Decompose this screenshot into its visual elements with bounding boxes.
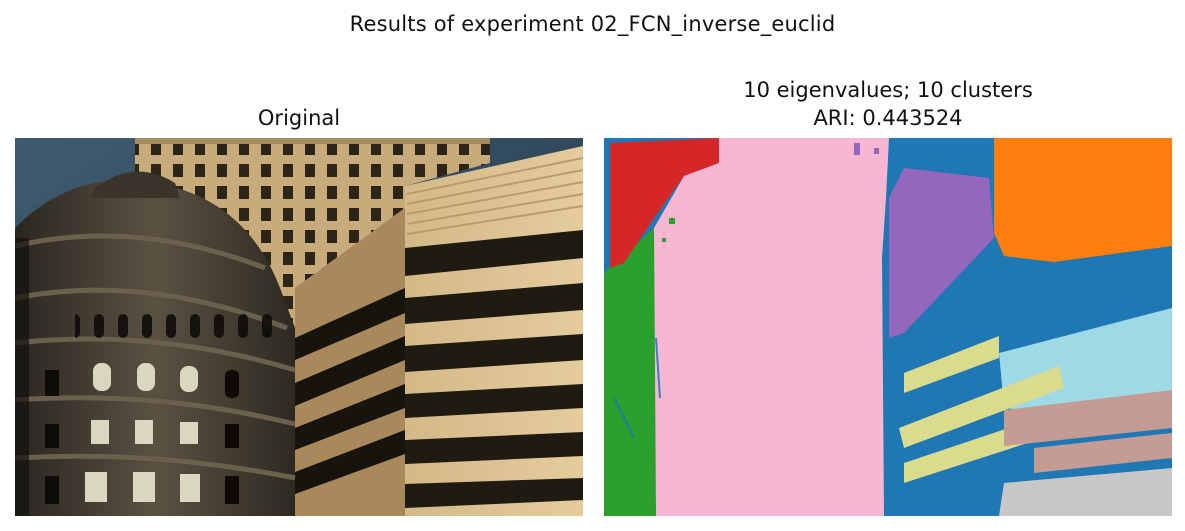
segmentation-map [604, 138, 1172, 516]
original-photo [15, 138, 583, 516]
segmentation-title-line2: ARI: 0.443524 [813, 106, 963, 130]
original-panel-title: Original [257, 106, 341, 130]
figure-suptitle: Results of experiment 02_FCN_inverse_euc… [349, 12, 836, 36]
segmentation-panel-title: 10 eigenvalues; 10 clusters ARI: 0.44352… [604, 76, 1172, 132]
segmentation-title-line1: 10 eigenvalues; 10 clusters [743, 78, 1033, 102]
original-image-panel [15, 138, 583, 516]
segmentation-image-panel [604, 138, 1172, 516]
